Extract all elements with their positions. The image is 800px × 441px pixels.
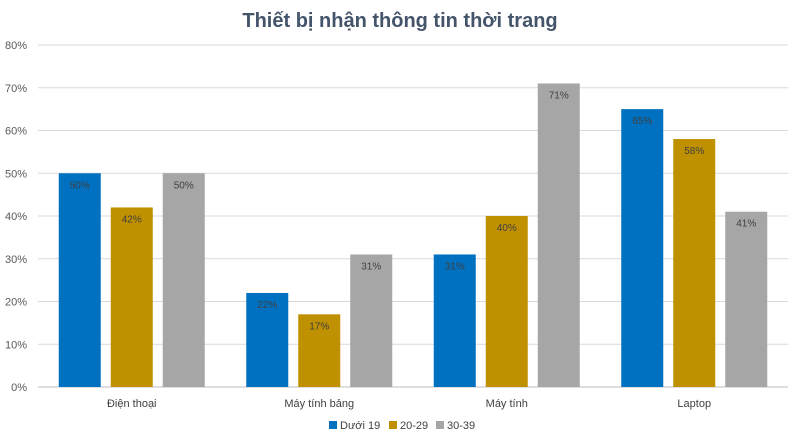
data-label: 50% [174, 180, 194, 191]
bar [350, 254, 393, 387]
bar [725, 211, 768, 387]
data-label: 50% [70, 180, 90, 191]
x-axis-categories: Điện thoại Máy tính bảng Máy tính Laptop [107, 398, 711, 410]
data-label: 65% [632, 116, 652, 127]
data-label: 41% [736, 219, 756, 230]
data-label: 58% [684, 146, 704, 157]
legend-swatch [389, 421, 397, 429]
bar [162, 173, 205, 387]
x-category-label: Điện thoại [107, 398, 157, 410]
bar [485, 216, 528, 387]
x-category-label: Laptop [677, 398, 711, 410]
data-label: 31% [445, 261, 465, 272]
y-tick-label: 50% [5, 168, 27, 180]
y-tick-label: 0% [11, 382, 27, 394]
legend-swatch [329, 421, 337, 429]
x-category-label: Máy tính bảng [284, 398, 354, 410]
y-tick-label: 10% [5, 339, 27, 351]
legend-swatch [436, 421, 444, 429]
bar [673, 139, 716, 387]
legend-label: 20-29 [400, 420, 428, 432]
legend: Dưới 19 20-29 30-39 [329, 420, 475, 432]
data-label: 22% [257, 300, 277, 311]
y-tick-label: 80% [5, 40, 27, 52]
data-label: 31% [361, 261, 381, 272]
data-labels: 50% 42% 50% 22% 17% 31% 31% 40% 71% 65% 58% 41% [70, 90, 757, 332]
data-label: 17% [309, 321, 329, 332]
bar [537, 83, 580, 387]
data-label: 40% [497, 223, 517, 234]
bars [58, 83, 768, 387]
data-label: 42% [122, 214, 142, 225]
bar [58, 173, 101, 387]
bar [110, 207, 153, 387]
y-tick-label: 70% [5, 83, 27, 95]
bar [621, 109, 664, 387]
y-tick-label: 40% [5, 211, 27, 223]
x-category-label: Máy tính [486, 398, 528, 410]
data-label: 71% [549, 90, 569, 101]
y-tick-label: 30% [5, 254, 27, 266]
y-axis-ticks: 0% 10% 20% 30% 40% 50% 60% 70% 80% [5, 40, 27, 394]
bar [298, 314, 341, 387]
legend-label: 30-39 [447, 420, 475, 432]
bar [246, 292, 289, 387]
bar [433, 254, 476, 387]
y-tick-label: 20% [5, 297, 27, 309]
chart-title: Thiết bị nhận thông tin thời trang [242, 10, 557, 32]
legend-label: Dưới 19 [340, 420, 380, 432]
y-tick-label: 60% [5, 126, 27, 138]
